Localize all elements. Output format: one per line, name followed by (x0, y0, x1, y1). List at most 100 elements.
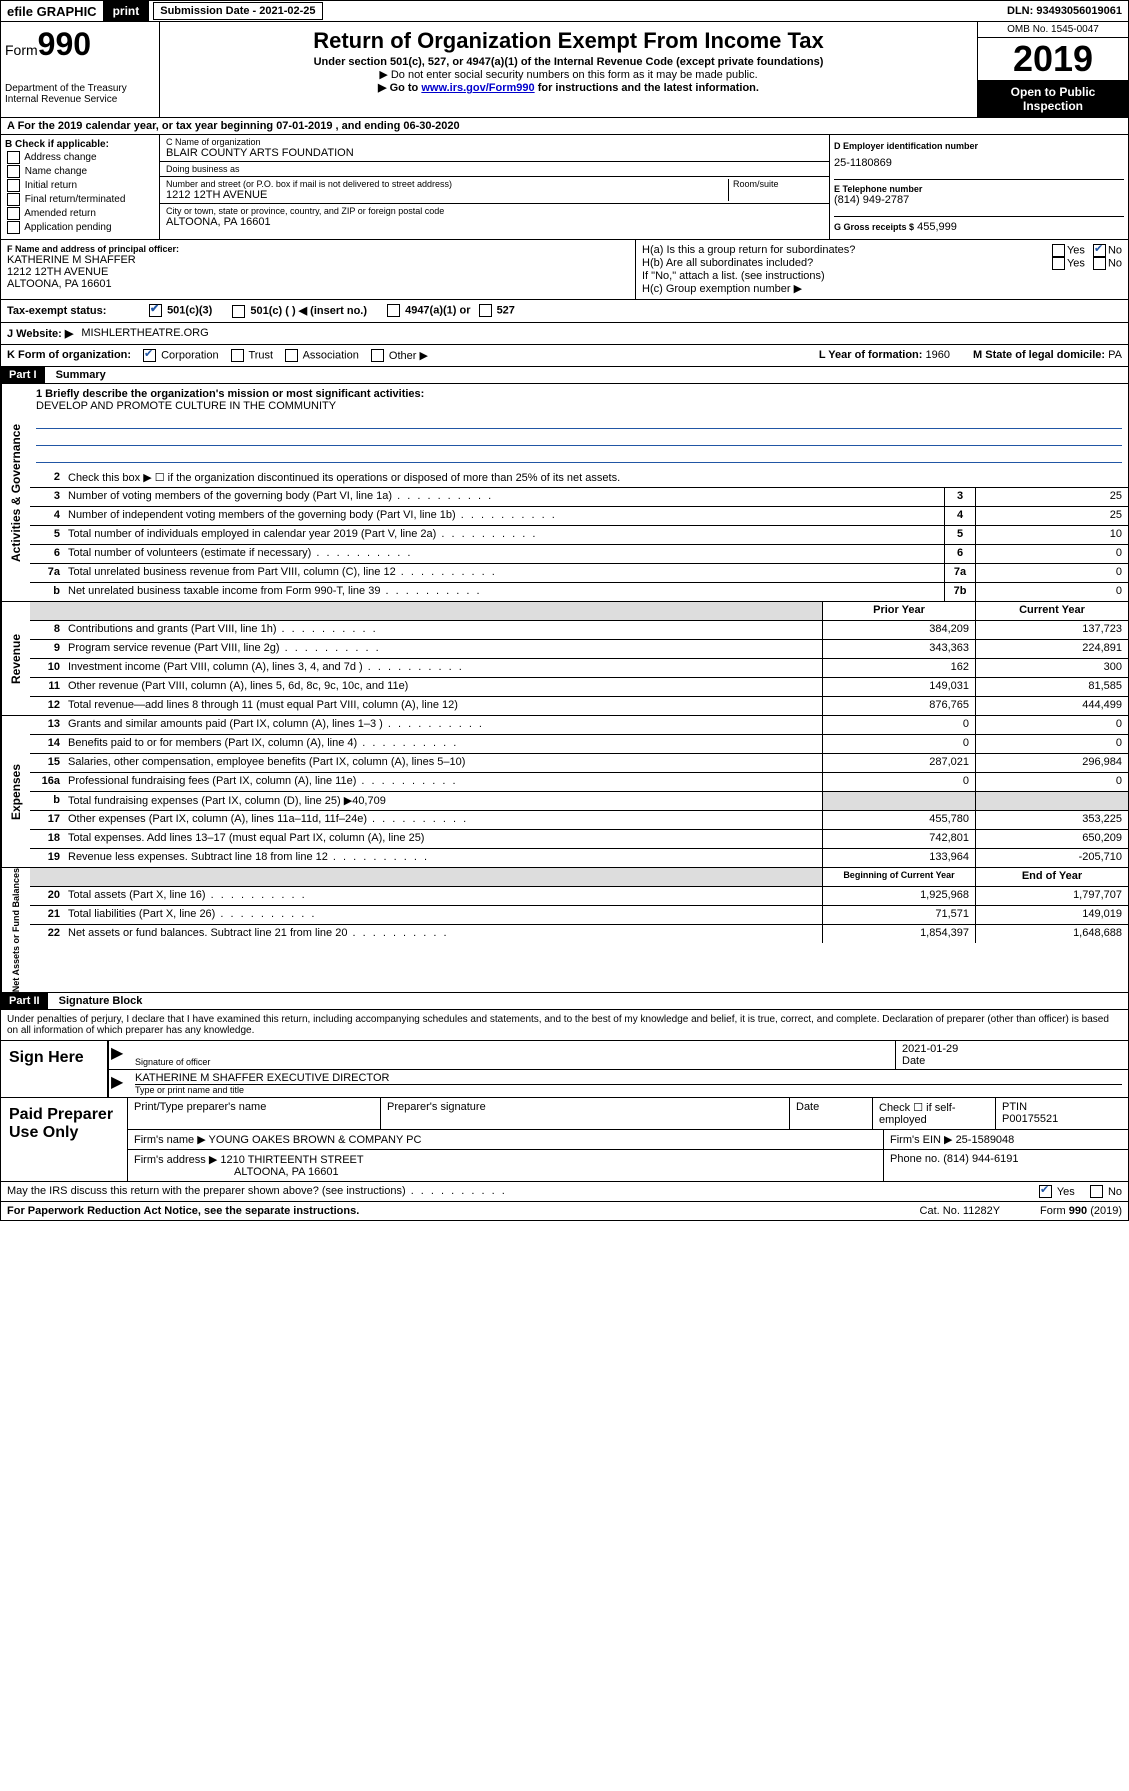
year-formation: 1960 (926, 349, 950, 361)
l11-current: 81,585 (975, 678, 1128, 696)
l11-prior: 149,031 (822, 678, 975, 696)
entity-info: B Check if applicable: Address change Na… (0, 135, 1129, 240)
firm-ein: 25-1589048 (956, 1134, 1015, 1146)
discuss-row: May the IRS discuss this return with the… (0, 1182, 1129, 1202)
arrow-icon: ▶ (109, 1041, 129, 1069)
status-4947[interactable]: 4947(a)(1) or (385, 304, 470, 317)
box-f: F Name and address of principal officer:… (1, 240, 636, 299)
mission-block: 1 Briefly describe the organization's mi… (30, 384, 1128, 469)
state-domicile: PA (1108, 349, 1122, 361)
signature-block: Sign Here ▶ Signature of officer 2021-01… (0, 1041, 1129, 1098)
l8-prior: 384,209 (822, 621, 975, 639)
firm-address2: ALTOONA, PA 16601 (234, 1166, 877, 1178)
line7a-val: 0 (975, 564, 1128, 582)
sign-date: 2021-01-29 (902, 1043, 1122, 1055)
efile-label: efile GRAPHIC (1, 2, 103, 21)
goto-note: ▶ Go to www.irs.gov/Form990 for instruct… (168, 81, 969, 94)
ha-yes[interactable]: Yes (1050, 244, 1085, 257)
gross-receipts: 455,999 (917, 221, 957, 233)
l20-current: 1,797,707 (975, 887, 1128, 905)
initial-return-check[interactable]: Initial return (5, 179, 155, 192)
line6-val: 0 (975, 545, 1128, 563)
l17-prior: 455,780 (822, 811, 975, 829)
hb-yes[interactable]: Yes (1050, 257, 1085, 270)
box-d-e-g: D Employer identification number 25-1180… (829, 135, 1128, 239)
l9-prior: 343,363 (822, 640, 975, 658)
app-pending-check[interactable]: Application pending (5, 221, 155, 234)
l8-current: 137,723 (975, 621, 1128, 639)
vlabel-governance: Activities & Governance (1, 384, 30, 601)
paid-preparer-block: Paid Preparer Use Only Print/Type prepar… (0, 1098, 1129, 1182)
telephone: (814) 949-2787 (834, 194, 1124, 206)
self-employed-check[interactable]: Check ☐ if self-employed (879, 1101, 989, 1126)
dba-label: Doing business as (166, 164, 823, 174)
addr-change-check[interactable]: Address change (5, 151, 155, 164)
summary-governance: Activities & Governance 1 Briefly descri… (0, 384, 1129, 602)
line7b-val: 0 (975, 583, 1128, 601)
discuss-yes[interactable]: Yes (1037, 1186, 1075, 1198)
cat-number: Cat. No. 11282Y (920, 1205, 1001, 1217)
sign-here-label: Sign Here (1, 1041, 109, 1097)
amended-return-check[interactable]: Amended return (5, 207, 155, 220)
vlabel-netassets: Net Assets or Fund Balances (1, 868, 30, 992)
l10-prior: 162 (822, 659, 975, 677)
discuss-no[interactable]: No (1088, 1186, 1122, 1198)
line3-val: 25 (975, 488, 1128, 506)
korg-assoc[interactable]: Association (283, 349, 359, 362)
l22-prior: 1,854,397 (822, 925, 975, 943)
l18-prior: 742,801 (822, 830, 975, 848)
arrow-icon: ▶ (109, 1070, 129, 1097)
korg-other[interactable]: Other ▶ (369, 349, 428, 363)
org-name: BLAIR COUNTY ARTS FOUNDATION (166, 147, 823, 159)
box-b: B Check if applicable: Address change Na… (1, 135, 160, 239)
website-url: MISHLERTHEATRE.ORG (81, 327, 208, 339)
form-footer: Form 990 (2019) (1040, 1205, 1122, 1217)
vlabel-expenses: Expenses (1, 716, 30, 867)
instructions-link[interactable]: www.irs.gov/Form990 (421, 82, 534, 94)
dept-treasury: Department of the Treasury (5, 83, 155, 94)
open-inspection: Open to Public Inspection (978, 81, 1128, 117)
status-501c[interactable]: 501(c) ( ) ◀ (insert no.) (230, 304, 367, 318)
form-subtitle: Under section 501(c), 527, or 4947(a)(1)… (168, 56, 969, 68)
final-return-check[interactable]: Final return/terminated (5, 193, 155, 206)
mission-text: DEVELOP AND PROMOTE CULTURE IN THE COMMU… (36, 400, 1122, 412)
l15-current: 296,984 (975, 754, 1128, 772)
form-title: Return of Organization Exempt From Incom… (168, 28, 969, 54)
l21-current: 149,019 (975, 906, 1128, 924)
ptin: P00175521 (1002, 1113, 1122, 1125)
l14-current: 0 (975, 735, 1128, 753)
form-number: Form990 (5, 26, 155, 63)
l12-prior: 876,765 (822, 697, 975, 715)
room-suite-label: Room/suite (733, 179, 823, 189)
vlabel-revenue: Revenue (1, 602, 30, 715)
hb-no[interactable]: No (1091, 257, 1122, 270)
firm-address1: 1210 THIRTEENTH STREET (220, 1154, 363, 1166)
l13-prior: 0 (822, 716, 975, 734)
paperwork-row: For Paperwork Reduction Act Notice, see … (0, 1202, 1129, 1221)
top-bar: efile GRAPHIC print Submission Date - 20… (0, 0, 1129, 22)
name-change-check[interactable]: Name change (5, 165, 155, 178)
line5-val: 10 (975, 526, 1128, 544)
website-row: J Website: ▶ MISHLERTHEATRE.ORG (0, 323, 1129, 345)
l12-current: 444,499 (975, 697, 1128, 715)
attach-note: If "No," attach a list. (see instruction… (642, 270, 1122, 282)
summary-expenses: Expenses 13Grants and similar amounts pa… (0, 716, 1129, 868)
street-address: 1212 12TH AVENUE (166, 189, 728, 201)
part2-header: Part II Signature Block (0, 993, 1129, 1010)
firm-phone: (814) 944-6191 (943, 1153, 1018, 1165)
status-527[interactable]: 527 (477, 304, 515, 317)
tax-period: A For the 2019 calendar year, or tax yea… (0, 118, 1129, 135)
korg-trust[interactable]: Trust (229, 349, 274, 362)
status-501c3[interactable]: 501(c)(3) (147, 304, 212, 317)
dln-label: DLN: 93493056019061 (1001, 3, 1128, 19)
l16a-prior: 0 (822, 773, 975, 791)
ha-no[interactable]: No (1091, 244, 1122, 257)
summary-netassets: Net Assets or Fund Balances Beginning of… (0, 868, 1129, 993)
part1-header: Part I Summary (0, 367, 1129, 384)
print-button[interactable]: print (103, 1, 150, 21)
summary-revenue: Revenue Prior YearCurrent Year 8Contribu… (0, 602, 1129, 716)
korg-corp[interactable]: Corporation (141, 349, 219, 362)
officer-group-row: F Name and address of principal officer:… (0, 240, 1129, 300)
box-h: H(a) Is this a group return for subordin… (636, 240, 1128, 299)
tax-exempt-status: Tax-exempt status: 501(c)(3) 501(c) ( ) … (0, 300, 1129, 323)
